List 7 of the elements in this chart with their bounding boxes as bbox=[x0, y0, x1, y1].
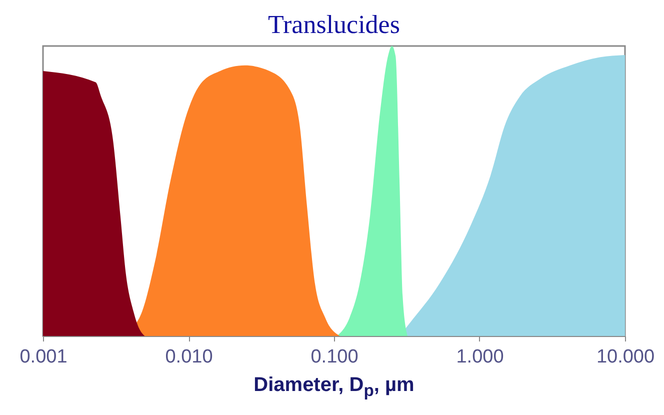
x-tick-label: 0.010 bbox=[165, 346, 213, 368]
x-axis-title: Diameter, D$_{p}$, µm bbox=[252, 374, 416, 401]
x-tick-label: 10.000 bbox=[596, 346, 655, 368]
x-tick-label: 1.000 bbox=[456, 346, 504, 368]
chart-title: Translucides bbox=[268, 10, 400, 39]
x-tick-label: 0.100 bbox=[310, 346, 358, 368]
x-tick-label: 0.001 bbox=[20, 346, 68, 368]
